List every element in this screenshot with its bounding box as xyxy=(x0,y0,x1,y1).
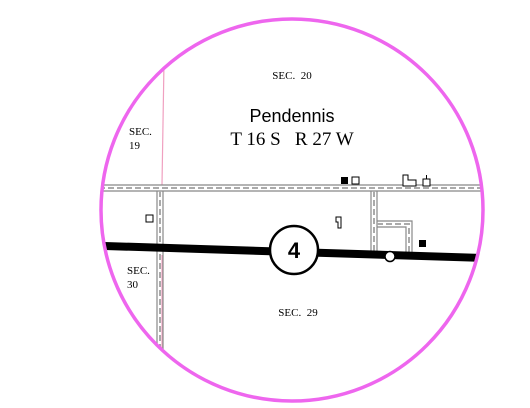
route-number: 4 xyxy=(288,238,301,263)
building xyxy=(335,216,342,229)
section-label: SEC. xyxy=(127,265,150,277)
route-shield xyxy=(268,224,320,276)
gravel-road xyxy=(101,184,483,192)
section-label: 19 xyxy=(129,140,141,152)
building xyxy=(422,175,431,187)
section-label: SEC. 20 xyxy=(272,70,312,82)
section-label: SEC. xyxy=(129,126,152,138)
building xyxy=(419,240,426,247)
building xyxy=(145,214,154,223)
town-label: Pendennis xyxy=(249,106,334,126)
township-label: T 16 S R 27 W xyxy=(230,129,353,150)
junction-marker xyxy=(384,250,396,263)
lens-border xyxy=(99,17,485,403)
gravel-road xyxy=(370,191,413,253)
section-label: SEC. 29 xyxy=(278,307,318,319)
building xyxy=(341,177,348,184)
building xyxy=(351,176,360,185)
section-label: 30 xyxy=(127,279,139,291)
building xyxy=(402,174,417,187)
